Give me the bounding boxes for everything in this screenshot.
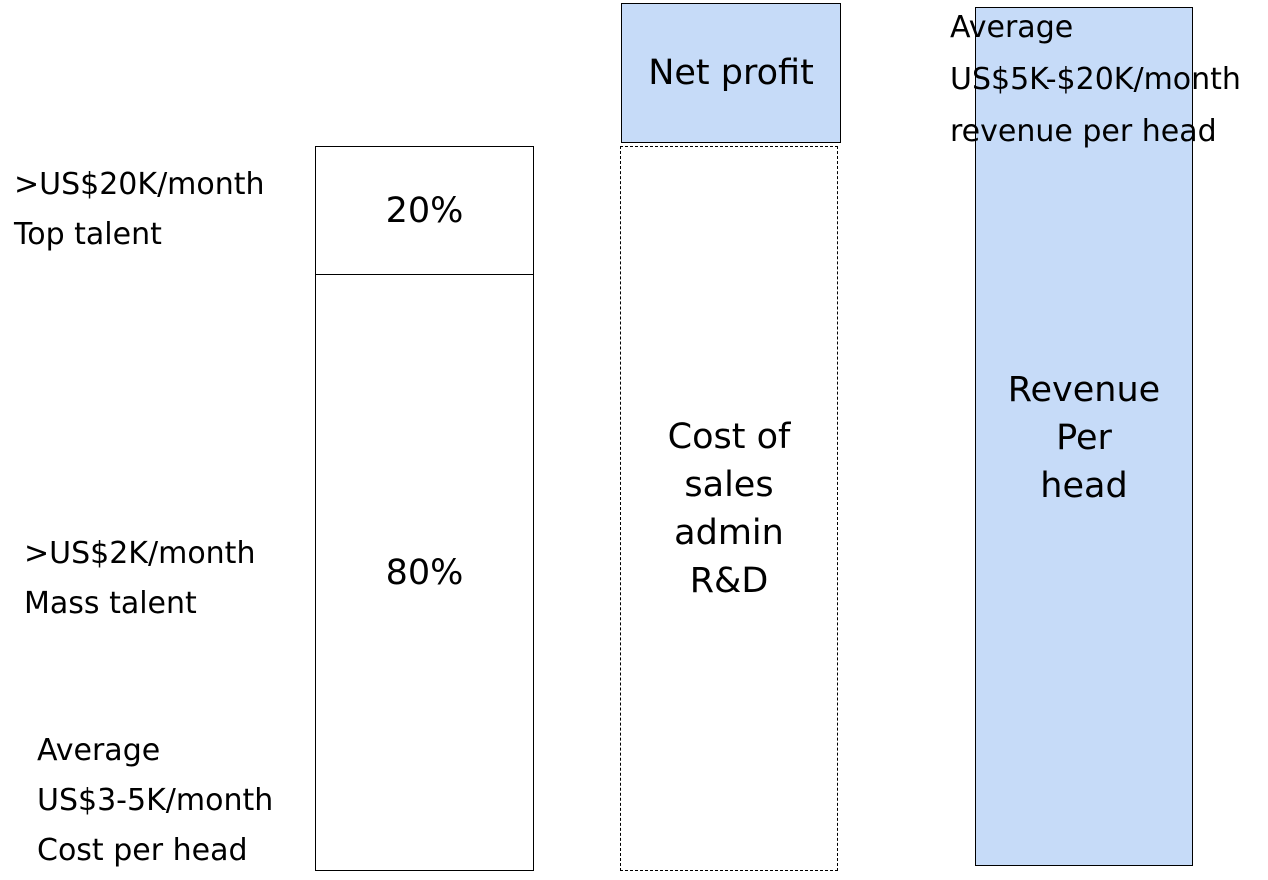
revenue-per-head-box: Revenue Per head [975,7,1193,866]
cost-per-head-label: Average US$3-5K/month Cost per head [37,726,273,876]
revenue-annotation-line-1: Average [950,10,1074,45]
cost-line-4: R&D [689,560,769,601]
mass-talent-label: >US$2K/month Mass talent [24,529,255,629]
revenue-annotation-line-2: US$5K-$20K/month [950,62,1241,97]
revenue-line-1: Revenue [1007,370,1161,410]
top-talent-label: >US$20K/month Top talent [14,160,265,260]
mass-talent-salary: >US$2K/month [24,536,256,571]
cost-per-head-line-3: Cost per head [37,833,248,868]
cost-line-2: sales [684,464,774,505]
net-profit-box: Net profit [621,3,841,143]
cost-of-sales-label: Cost of sales admin R&D [668,413,791,605]
cost-per-head-line-2: US$3-5K/month [37,783,274,818]
revenue-line-3: head [1040,466,1128,506]
top-talent-share: 20% [385,190,464,231]
revenue-annotation: Average US$5K-$20K/month revenue per hea… [950,2,1241,158]
revenue-annotation-line-3: revenue per head [950,114,1217,149]
mass-talent-name: Mass talent [24,586,197,621]
top-talent-salary: >US$20K/month [14,167,265,202]
revenue-per-head-label: Revenue Per head [1008,366,1160,510]
top-talent-share-box: 20% [315,146,534,275]
mass-talent-share-box: 80% [315,274,534,871]
mass-talent-share: 80% [385,552,464,593]
top-talent-name: Top talent [14,217,162,252]
cost-of-sales-box: Cost of sales admin R&D [620,146,838,871]
cost-line-1: Cost of [667,416,791,457]
cost-line-3: admin [674,512,784,553]
revenue-line-2: Per [1056,418,1112,458]
cost-per-head-line-1: Average [37,733,161,768]
net-profit-label: Net profit [648,53,814,93]
